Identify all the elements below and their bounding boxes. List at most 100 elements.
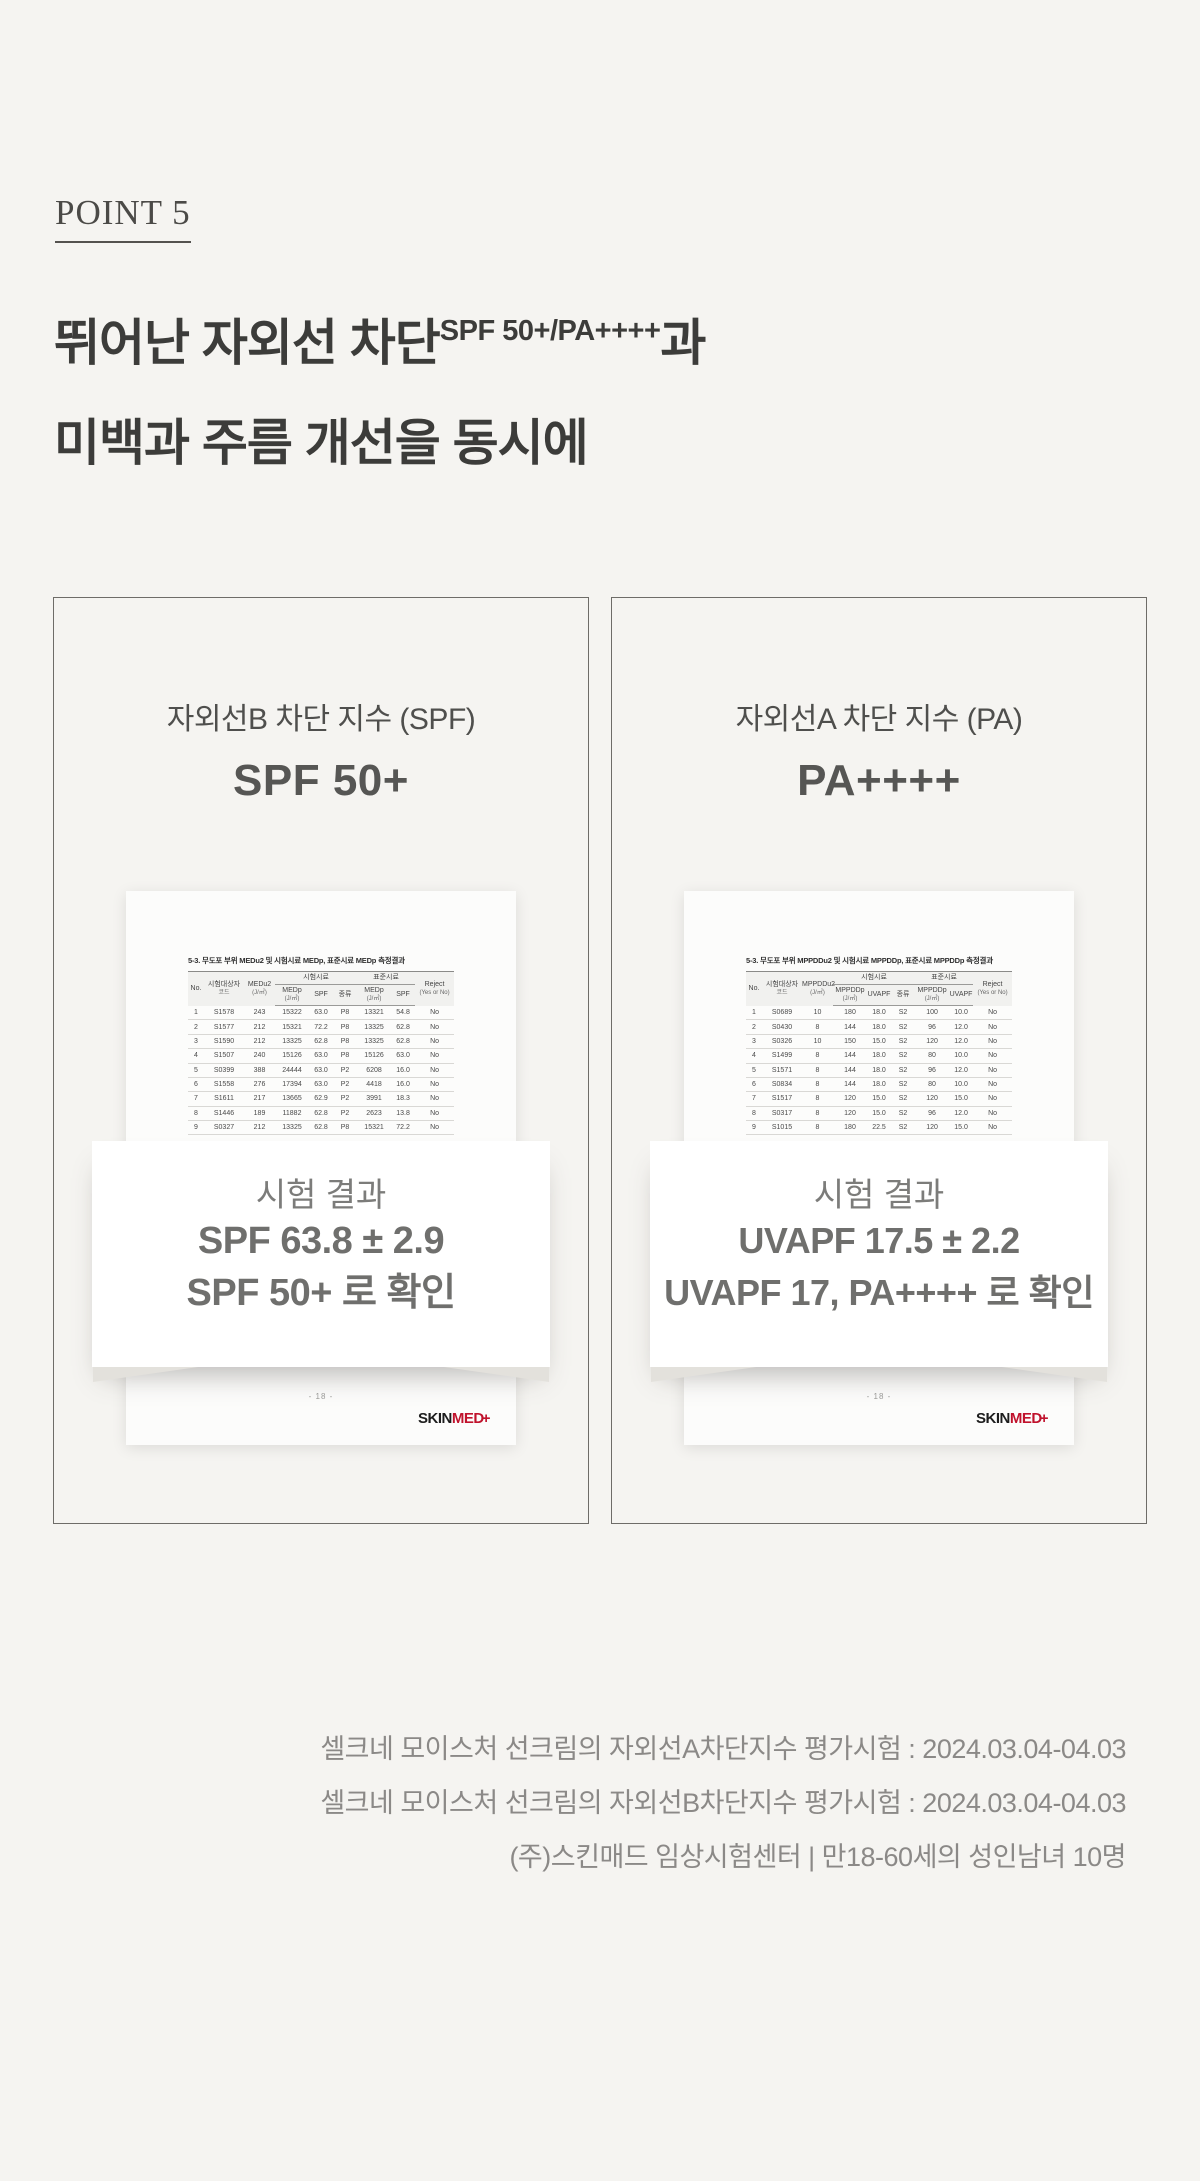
page-number: - 18 - xyxy=(308,1392,334,1401)
table-cell: 72.2 xyxy=(391,1120,416,1136)
table-cell: 15.0 xyxy=(867,1106,891,1122)
table-cell: 80 xyxy=(915,1077,950,1093)
table-cell: 180 xyxy=(833,1005,867,1021)
logo-plus-icon: + xyxy=(1039,1410,1049,1427)
pa-card-headline: PA++++ xyxy=(797,756,961,805)
table-cell: P2 xyxy=(333,1077,358,1093)
table-cell: 63.0 xyxy=(391,1048,416,1064)
table-cell: 63.0 xyxy=(309,1005,333,1021)
table-cell: 13325 xyxy=(357,1019,392,1035)
col-u2: MPPDDu2 (J/㎡) xyxy=(802,971,835,1006)
table-cell: 13325 xyxy=(275,1120,309,1136)
table-cell: 13.8 xyxy=(391,1106,416,1122)
table-cell: S2 xyxy=(891,1034,916,1050)
table-cell: S2 xyxy=(891,1005,916,1021)
table-cell: S2 xyxy=(891,1019,916,1035)
table-cell: No xyxy=(973,1077,1013,1093)
table-cell: S2 xyxy=(891,1120,916,1136)
pa-card: 자외선A 차단 지수 (PA) PA++++ 5-3. 무도포 부위 MPPDD… xyxy=(611,597,1147,1524)
table-cell: S0399 xyxy=(204,1063,244,1078)
table-row: 3 S1590 212 13325 62.8 P8 13325 62.8 No xyxy=(188,1034,455,1050)
table-cell: 120 xyxy=(915,1034,950,1050)
col-group-standard: 표준시료 xyxy=(915,971,974,985)
footnote-line: 셀크네 모이스처 선크림의 자외선B차단지수 평가시험 : 2024.03.04… xyxy=(320,1788,1126,1818)
result-value-line: UVAPF 17.5 ± 2.2 xyxy=(738,1220,1020,1261)
table-row: 5 S0399 388 24444 63.0 P2 6208 16.0 No xyxy=(188,1063,455,1078)
result-heading: 시험 결과 xyxy=(255,1176,387,1213)
table-cell: 8 xyxy=(802,1120,833,1136)
table-row: 2 S0430 8 144 18.0 S2 96 12.0 No xyxy=(746,1019,1013,1035)
title-superscript: SPF 50+/PA++++ xyxy=(439,315,661,347)
table-cell: 2 xyxy=(746,1019,762,1035)
table-cell: P2 xyxy=(333,1091,358,1107)
table-cell: No xyxy=(973,1019,1013,1035)
table-cell: No xyxy=(973,1106,1013,1122)
table-cell: 2623 xyxy=(357,1106,392,1122)
table-cell: 8 xyxy=(802,1091,833,1107)
table-cell: S0317 xyxy=(762,1106,802,1122)
table-cell: 15321 xyxy=(275,1019,309,1035)
col-medp-std: MEDp (J/㎡) xyxy=(357,984,392,1006)
skinmed-logo: SKINMED+ xyxy=(976,1410,1048,1427)
table-cell: S2 xyxy=(891,1063,916,1078)
table-cell: 62.9 xyxy=(309,1091,333,1107)
col-reject: Reject (Yes or No) xyxy=(415,971,455,1006)
table-cell: 10 xyxy=(802,1005,833,1021)
table-cell: 212 xyxy=(244,1019,275,1035)
table-cell: P8 xyxy=(333,1019,358,1035)
table-cell: 62.8 xyxy=(391,1034,416,1050)
table-cell: S1577 xyxy=(204,1019,244,1035)
col-mppddp-std: MPPDDp (J/㎡) xyxy=(915,984,950,1006)
col-no: No. xyxy=(746,971,762,1006)
table-cell: S1499 xyxy=(762,1048,802,1064)
spf-table-header: No. 시험대상자 코드 MEDu2 (J/㎡) 시험시료 표준시료 Reject(… xyxy=(188,971,455,1006)
table-cell: 100 xyxy=(915,1005,950,1021)
table-cell: 10.0 xyxy=(949,1005,974,1021)
table-cell: 13325 xyxy=(275,1034,309,1050)
table-row: 1 S1578 243 15322 63.0 P8 13321 54.8 No xyxy=(188,1005,455,1021)
table-cell: S0430 xyxy=(762,1019,802,1035)
table-cell: 1 xyxy=(188,1005,204,1021)
table-cell: 212 xyxy=(244,1120,275,1136)
result-heading: 시험 결과 xyxy=(813,1176,945,1213)
table-cell: 17394 xyxy=(275,1077,309,1093)
table-cell: 11882 xyxy=(275,1106,309,1122)
table-cell: 15.0 xyxy=(867,1034,891,1050)
table-cell: 15.0 xyxy=(949,1091,974,1107)
pa-table-header: No. 시험대상자 코드 MPPDDu2 (J/㎡) 시험시료 표준시료 Rejec… xyxy=(746,971,1013,1006)
table-cell: 10.0 xyxy=(949,1048,974,1064)
title-line-2: 미백과 주름 개선을 동시에 xyxy=(54,415,589,471)
table-cell: 15126 xyxy=(275,1048,309,1064)
table-cell: 18.0 xyxy=(867,1019,891,1035)
table-cell: 212 xyxy=(244,1034,275,1050)
table-cell: No xyxy=(415,1077,455,1093)
table-cell: 8 xyxy=(802,1019,833,1035)
table-cell: 6 xyxy=(746,1077,762,1093)
col-subject: 시험대상자 코드 xyxy=(762,971,802,1006)
title-text: 과 xyxy=(660,315,706,371)
table-cell: 10.0 xyxy=(949,1077,974,1093)
table-row: 4 S1507 240 15126 63.0 P8 15126 63.0 No xyxy=(188,1048,455,1064)
table-cell: 12.0 xyxy=(949,1106,974,1122)
table-cell: 9 xyxy=(746,1120,762,1136)
col-group-standard: 표준시료 xyxy=(357,971,416,985)
table-row: 7 S1517 8 120 15.0 S2 120 15.0 No xyxy=(746,1091,1013,1107)
table-cell: No xyxy=(973,1005,1013,1021)
table-cell: 24444 xyxy=(275,1063,309,1078)
table-cell: 276 xyxy=(244,1077,275,1093)
table-cell: S1446 xyxy=(204,1106,244,1122)
col-reject: Reject (Yes or No) xyxy=(973,971,1013,1006)
col-mppddp-test: MPPDDp (J/㎡) xyxy=(833,984,867,1006)
table-cell: 9 xyxy=(188,1120,204,1136)
table-cell: S1611 xyxy=(204,1091,244,1107)
spf-card-headline: SPF 50+ xyxy=(233,756,409,805)
spf-report-table-area: 5-3. 무도포 부위 MEDu2 및 시험시료 MEDp, 표준시료 MEDp… xyxy=(188,955,455,1136)
table-cell: S1015 xyxy=(762,1120,802,1136)
table-cell: 144 xyxy=(833,1063,867,1078)
table-cell: 6208 xyxy=(357,1063,392,1078)
table-cell: 16.0 xyxy=(391,1063,416,1078)
table-cell: S0327 xyxy=(204,1120,244,1136)
table-cell: S0834 xyxy=(762,1077,802,1093)
title-line-1: 뛰어난 자외선 차단SPF 50+/PA++++과 xyxy=(54,297,706,397)
table-cell: 18.0 xyxy=(867,1077,891,1093)
